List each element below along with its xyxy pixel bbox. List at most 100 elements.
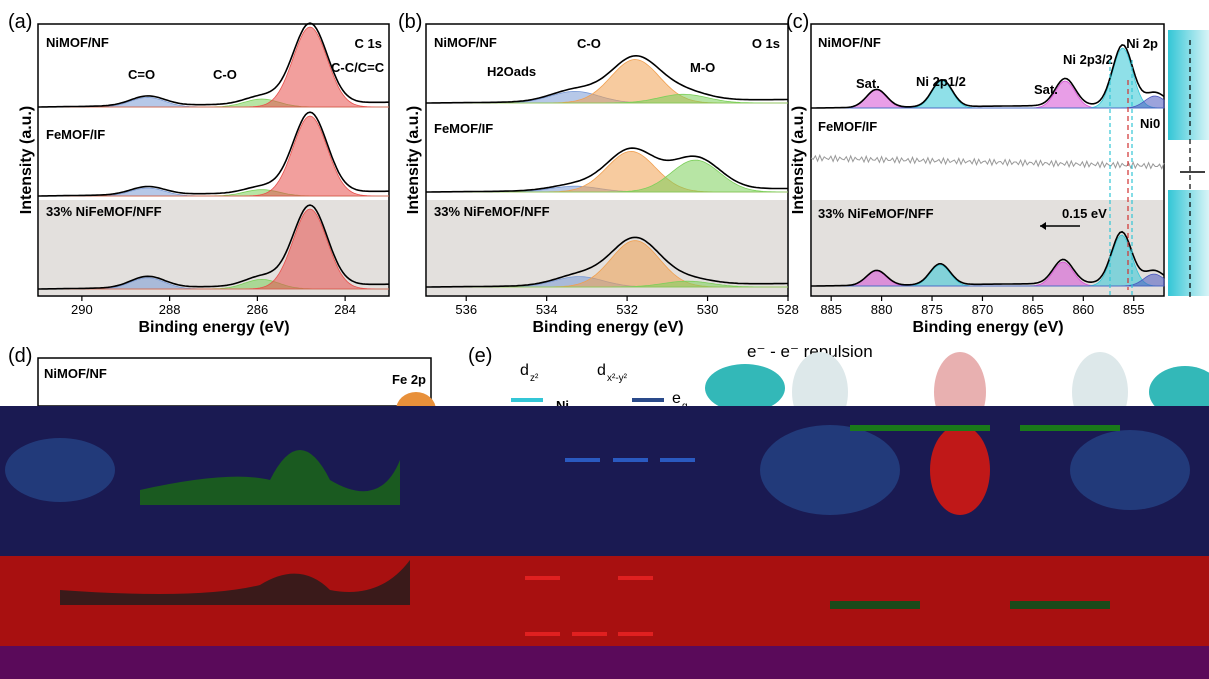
panel-c-inset-top (1168, 30, 1209, 140)
fit-peak (38, 208, 389, 290)
dark-level-3 (660, 458, 695, 462)
red-lobe (930, 425, 990, 515)
x-tick-label: 870 (972, 302, 994, 317)
panel-b-sample-1: NiMOF/NF (434, 35, 497, 50)
series-line (426, 236, 788, 288)
panel-e-eg: e (672, 390, 681, 407)
red-peak-shape (60, 560, 410, 605)
panel-b-ylabel: Intensity (a.u.) (405, 106, 422, 214)
panel-d-sample-1: NiMOF/NF (44, 366, 107, 381)
panel-c-shift-arrowhead (1040, 222, 1046, 230)
x-tick-label: 290 (71, 302, 93, 317)
x-tick-label: 286 (247, 302, 269, 317)
panel-c-ann-ni2p12: Ni 2p1/2 (916, 74, 966, 89)
fit-peak (38, 26, 389, 108)
x-tick-label: 885 (820, 302, 842, 317)
x-tick-label: 534 (536, 302, 558, 317)
panel-b-sample-2: FeMOF/IF (434, 121, 493, 136)
x-tick-label: 284 (334, 302, 356, 317)
panel-e-dx2y2-sub: x²-y² (607, 373, 628, 384)
purple-band (0, 646, 1209, 679)
panel-e-dz2-sub: z² (530, 373, 539, 384)
dark-lobe-3 (1070, 430, 1190, 510)
panel-c-plot: 885 880 875 870 865 860 855 (810, 44, 1165, 317)
panel-b-plot: 536 534 532 530 528 (426, 54, 799, 317)
panel-b: (b) 536 534 532 530 528 Intensity (a.u.) Bin… (398, 11, 799, 336)
fit-peak (38, 115, 389, 197)
panel-d-letter: (d) (8, 345, 32, 367)
fit-peak (811, 273, 1165, 287)
panel-e-lobe-1 (705, 364, 785, 412)
series-line (38, 22, 389, 108)
x-tick-label: 860 (1072, 302, 1094, 317)
panel-c-frame (810, 23, 1165, 297)
panel-c-xlabel: Binding energy (eV) (912, 319, 1063, 336)
series-line (38, 204, 389, 290)
panel-a-sample-2: FeMOF/IF (46, 127, 105, 142)
red-level-4 (572, 632, 607, 636)
dark-level-1 (565, 458, 600, 462)
panel-c-ann-ni0: Ni0 (1140, 116, 1160, 131)
dark-peak-shape (140, 450, 400, 505)
panel-b-xlabel: Binding energy (eV) (532, 319, 683, 336)
panel-b-title: O 1s (752, 36, 780, 51)
x-tick-label: 855 (1123, 302, 1145, 317)
panel-a-sample-3: 33% NiFeMOF/NFF (46, 204, 162, 219)
red-level-5 (618, 632, 653, 636)
panel-a-ann-c=o: C=O (128, 67, 155, 82)
panel-a-xlabel: Binding energy (eV) (138, 319, 289, 336)
panel-b-letter: (b) (398, 11, 422, 33)
panel-a-ann-c-o: C-O (213, 67, 237, 82)
panel-a-plot: 290 288 286 284 (38, 22, 389, 317)
panel-c-sample-2: FeMOF/IF (818, 119, 877, 134)
panel-c-ann-shift: 0.15 eV (1062, 206, 1107, 221)
x-tick-label: 530 (697, 302, 719, 317)
series-line (426, 147, 788, 193)
red-level-1 (525, 576, 560, 580)
panel-a-frame (37, 23, 390, 297)
panel-c-ann-sat-1: Sat. (856, 76, 880, 91)
fit-peak (811, 95, 1165, 109)
dark-lobe-1 (5, 438, 115, 502)
panel-b-ann-h2o: H2Oads (487, 64, 536, 79)
red-level-3 (525, 632, 560, 636)
panel-d-title: Fe 2p (392, 372, 426, 387)
panel-c-title: Ni 2p (1126, 36, 1158, 51)
panel-c-inset-bottom (1168, 190, 1209, 296)
series-line (810, 153, 1165, 170)
panel-a-sample-1: NiMOF/NF (46, 35, 109, 50)
series-line (811, 230, 1165, 287)
x-tick-label: 880 (871, 302, 893, 317)
panel-c-ylabel: Intensity (a.u.) (790, 106, 807, 214)
panel-c-sample-3: 33% NiFeMOF/NFF (818, 206, 934, 221)
x-tick-label: 528 (777, 302, 799, 317)
panel-e-dx2y2: d (597, 362, 606, 379)
x-tick-label: 865 (1022, 302, 1044, 317)
series-line (38, 111, 389, 197)
panel-b-frame (425, 23, 789, 297)
panel-e-dz2-level (511, 398, 543, 402)
series-line (426, 54, 788, 104)
panel-c: (c) 885 880 875 870 865 860 855 Intensity (a.u… (786, 11, 1209, 336)
panel-a-ylabel: Intensity (a.u.) (18, 106, 35, 214)
panel-b-sample-3: 33% NiFeMOF/NFF (434, 204, 550, 219)
panel-c-ann-sat-2: Sat. (1034, 82, 1058, 97)
panel-a-letter: (a) (8, 11, 32, 33)
panel-c-ann-ni2p32: Ni 2p3/2 (1063, 52, 1113, 67)
panel-e-letter: (e) (468, 345, 492, 367)
x-tick-label: 532 (616, 302, 638, 317)
panel-a-ann-cc: C-C/C=C (331, 60, 385, 75)
fit-peak (426, 59, 788, 104)
panel-e-dz2: d (520, 362, 529, 379)
dark-lobe-2 (760, 425, 900, 515)
panel-e-repulsion: e⁻ - e⁻ repulsion (747, 342, 873, 361)
dark-level-2 (613, 458, 648, 462)
corrupted-region (0, 406, 1209, 679)
panel-e-dx2y2-level (632, 398, 664, 402)
panel-b-ann-m-o: M-O (690, 60, 715, 75)
panel-c-letter: (c) (786, 11, 809, 33)
panel-a: (a) 290 288 286 284 Intensity (a.u.) Bindin… (8, 11, 390, 336)
panel-c-zoom-guides (1109, 60, 1133, 296)
x-tick-label: 536 (455, 302, 477, 317)
panel-a-title: C 1s (355, 36, 382, 51)
